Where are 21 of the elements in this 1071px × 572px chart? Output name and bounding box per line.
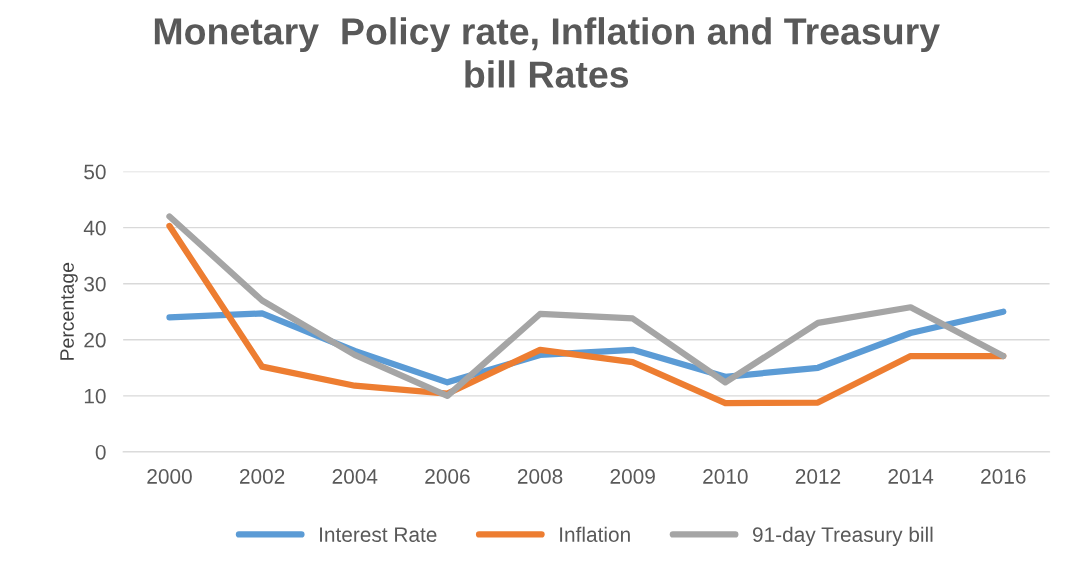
x-tick-label: 2000 (147, 469, 192, 484)
x-tick-label: 2016 (981, 469, 1026, 484)
y-tick-label: 30 (84, 276, 106, 292)
x-tick-label: 2012 (795, 469, 841, 484)
x-tick-label: 2014 (888, 469, 934, 484)
legend-label: Interest Rate (320, 527, 437, 542)
y-tick-label: 20 (84, 332, 106, 348)
x-tick-label: 2010 (703, 469, 748, 484)
x-tick-label: 2002 (240, 469, 285, 484)
chart-title: Monetary Policy rate, Inflation and Treasury bill Rates (154, 17, 940, 88)
x-tick-label: 2006 (425, 469, 470, 484)
y-axis-title: Percentage (60, 262, 78, 360)
y-tick-label: 40 (83, 220, 106, 236)
x-tick-label: 2004 (332, 469, 378, 484)
legend-label: Inflation (560, 526, 630, 542)
y-tick-label: 10 (84, 388, 106, 404)
y-tick-label: 0 (95, 444, 106, 460)
x-tick-label: 2008 (517, 469, 563, 484)
y-tick-label: 50 (84, 164, 106, 180)
x-tick-label: 2009 (610, 469, 655, 484)
legend-label: 91-day Treasury bill (752, 526, 933, 547)
